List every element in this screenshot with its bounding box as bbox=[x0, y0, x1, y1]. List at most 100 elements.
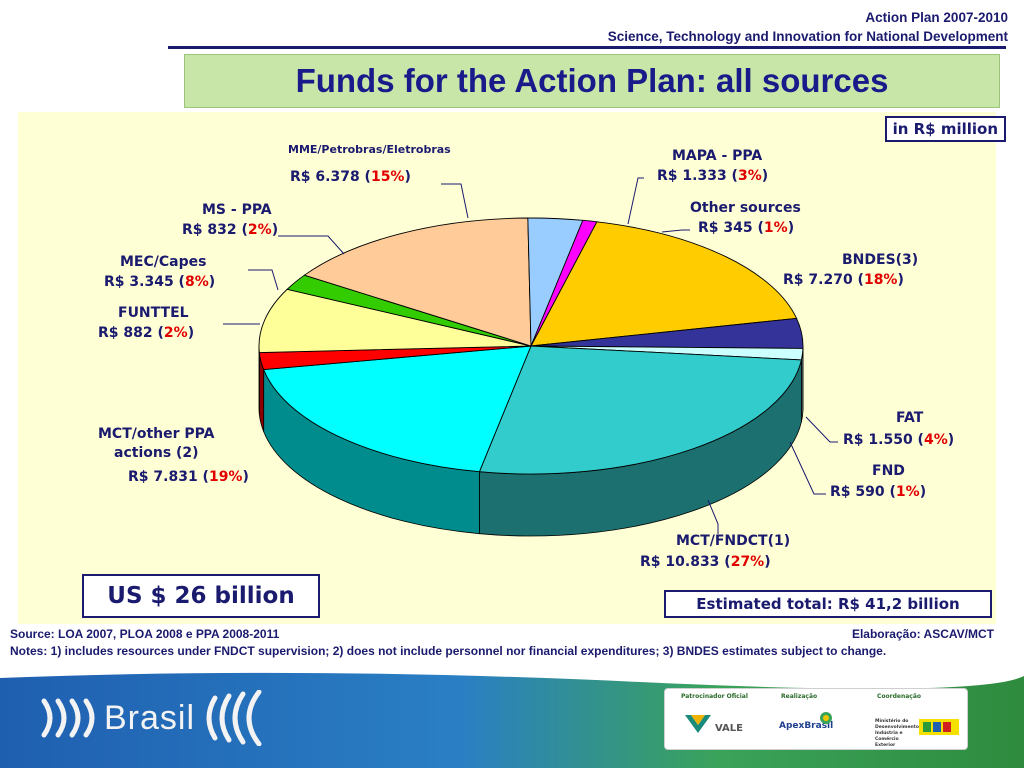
leader-line-9 bbox=[707, 499, 719, 534]
unit-label: in R$ million bbox=[884, 116, 1006, 142]
label-ms-value: R$ 832 (2%) bbox=[182, 220, 278, 241]
label-bndes-close: ) bbox=[897, 272, 904, 288]
label-other-close: ) bbox=[787, 220, 795, 236]
vale-logo-icon bbox=[685, 715, 711, 733]
label-mme-amount: R$ 6.378 ( bbox=[290, 169, 371, 185]
label-mme-pct: 15% bbox=[370, 169, 405, 185]
label-fnd-amount: R$ 590 ( bbox=[830, 484, 896, 500]
header-line1: Action Plan 2007-2010 bbox=[865, 10, 1008, 25]
label-other-value: R$ 345 (1%) bbox=[698, 218, 794, 239]
pie-slice-mct-fndct-1- bbox=[478, 345, 802, 475]
label-funttel-pct: 2% bbox=[163, 325, 188, 341]
leader-line-7 bbox=[805, 416, 838, 443]
label-mme-value: R$ 6.378 (15%) bbox=[290, 167, 411, 188]
label-mec-value: R$ 3.345 (8%) bbox=[104, 272, 215, 293]
notes-text: Notes: 1) includes resources under FNDCT… bbox=[10, 644, 887, 658]
label-fat-close: ) bbox=[947, 432, 955, 448]
chart-area bbox=[18, 112, 996, 624]
pie-slice-mme-petrobras-eletrobras bbox=[303, 217, 532, 347]
brasil-logo: Brasil bbox=[38, 690, 271, 746]
leader-line-0 bbox=[441, 183, 469, 219]
header-line2: Science, Technology and Innovation for N… bbox=[607, 29, 1008, 44]
label-bndes-pct: 18% bbox=[863, 272, 898, 288]
apex-logo-icon bbox=[820, 712, 832, 724]
label-mapa-value: R$ 1.333 (3%) bbox=[657, 166, 768, 187]
label-fnd-pct: 1% bbox=[895, 484, 920, 500]
label-funttel-close: ) bbox=[187, 325, 195, 341]
leader-line-8 bbox=[789, 441, 826, 495]
label-fndct-close: ) bbox=[764, 554, 771, 570]
label-mapa-name: MAPA - PPA bbox=[672, 148, 763, 164]
label-fndct-value: R$ 10.833 (27%) bbox=[640, 552, 771, 573]
label-mct-other-name2: actions (2) bbox=[114, 445, 199, 461]
leader-line-4 bbox=[248, 269, 279, 291]
leader-line-2 bbox=[661, 229, 690, 233]
elaboracao-note: Elaboração: ASCAV/MCT bbox=[851, 627, 994, 641]
pie-slice-mct-other-ppa-actions-2- bbox=[263, 345, 532, 473]
label-funttel-name: FUNTTEL bbox=[118, 305, 189, 321]
label-mapa-close: ) bbox=[761, 168, 769, 184]
label-fat-amount: R$ 1.550 ( bbox=[843, 432, 924, 448]
source-note: Source: LOA 2007, PLOA 2008 e PPA 2008-2… bbox=[10, 627, 280, 641]
sponsor-head-3: Coordenação bbox=[877, 693, 922, 700]
pie-sides bbox=[258, 345, 804, 537]
label-fnd-value: R$ 590 (1%) bbox=[830, 482, 926, 503]
brand-waves-left-icon bbox=[41, 698, 95, 738]
header: Action Plan 2007-2010 Science, Technolog… bbox=[608, 8, 1008, 46]
label-ms-name: MS - PPA bbox=[202, 202, 272, 218]
label-mct-other-name1: MCT/other PPA bbox=[98, 426, 215, 442]
apex-logo-text: ApexBrasil bbox=[779, 721, 834, 731]
usd-total-box: US $ 26 billion bbox=[82, 574, 320, 618]
pie-slice-bndes-3- bbox=[530, 221, 798, 347]
label-mapa-amount: R$ 1.333 ( bbox=[657, 168, 738, 184]
label-ms-amount: R$ 832 ( bbox=[182, 222, 248, 238]
label-other-amount: R$ 345 ( bbox=[698, 220, 764, 236]
label-mec-amount: R$ 3.345 ( bbox=[104, 274, 185, 290]
pie-chart bbox=[223, 177, 838, 585]
label-mec-pct: 8% bbox=[184, 274, 209, 290]
label-fnd-close: ) bbox=[919, 484, 927, 500]
label-mec-name: MEC/Capes bbox=[120, 254, 207, 270]
label-fat-value: R$ 1.550 (4%) bbox=[843, 430, 954, 451]
label-mct-other-amount: R$ 7.831 ( bbox=[128, 469, 209, 485]
leader-line-1 bbox=[627, 177, 644, 225]
label-fat-pct: 4% bbox=[923, 432, 948, 448]
label-mme-close: ) bbox=[404, 169, 411, 185]
estimated-total-box: Estimated total: R$ 41,2 billion bbox=[664, 590, 992, 618]
brand-word: Brasil bbox=[104, 698, 196, 737]
label-ms-close: ) bbox=[271, 222, 279, 238]
pie-slice-mec-capes bbox=[258, 288, 532, 353]
label-other-name: Other sources bbox=[690, 200, 801, 216]
label-mapa-pct: 3% bbox=[737, 168, 762, 184]
pie-slice-other-sources bbox=[530, 219, 598, 347]
sponsor-head-2: Realização bbox=[781, 693, 818, 700]
label-bndes-amount: R$ 7.270 ( bbox=[783, 272, 864, 288]
label-funttel-amount: R$ 882 ( bbox=[98, 325, 164, 341]
ministry-logo-text: Ministério do Desenvolvimento, Indústria… bbox=[875, 719, 921, 748]
sponsor-panel: Patrocinador Oficial Realização Coordena… bbox=[664, 688, 968, 750]
sponsor-head-1: Patrocinador Oficial bbox=[681, 693, 748, 700]
label-mme-name: MME/Petrobras/Eletrobras bbox=[288, 143, 451, 156]
label-bndes-name: BNDES(3) bbox=[842, 252, 919, 268]
title-banner: Funds for the Action Plan: all sources bbox=[184, 54, 1000, 108]
header-divider bbox=[168, 46, 1006, 49]
brasil-gov-logo-icon bbox=[919, 719, 959, 735]
label-mec-close: ) bbox=[208, 274, 216, 290]
leader-line-3 bbox=[278, 235, 345, 255]
label-mct-other-close: ) bbox=[242, 469, 249, 485]
label-fat-name: FAT bbox=[896, 410, 924, 426]
label-mct-other-pct: 19% bbox=[208, 469, 243, 485]
pie-top bbox=[258, 217, 804, 475]
label-fnd-name: FND bbox=[872, 463, 905, 479]
label-bndes-value: R$ 7.270 (18%) bbox=[783, 270, 904, 291]
label-ms-pct: 2% bbox=[247, 222, 272, 238]
brand-waves-right-icon bbox=[206, 690, 262, 746]
label-funttel-value: R$ 882 (2%) bbox=[98, 323, 194, 344]
vale-logo-text: VALE bbox=[715, 723, 744, 734]
label-fndct-name: MCT/FNDCT(1) bbox=[676, 533, 791, 549]
label-mct-other-value: R$ 7.831 (19%) bbox=[128, 467, 249, 488]
label-other-pct: 1% bbox=[763, 220, 788, 236]
label-fndct-pct: 27% bbox=[730, 554, 765, 570]
label-fndct-amount: R$ 10.833 ( bbox=[640, 554, 731, 570]
page-title: Funds for the Action Plan: all sources bbox=[295, 62, 889, 99]
